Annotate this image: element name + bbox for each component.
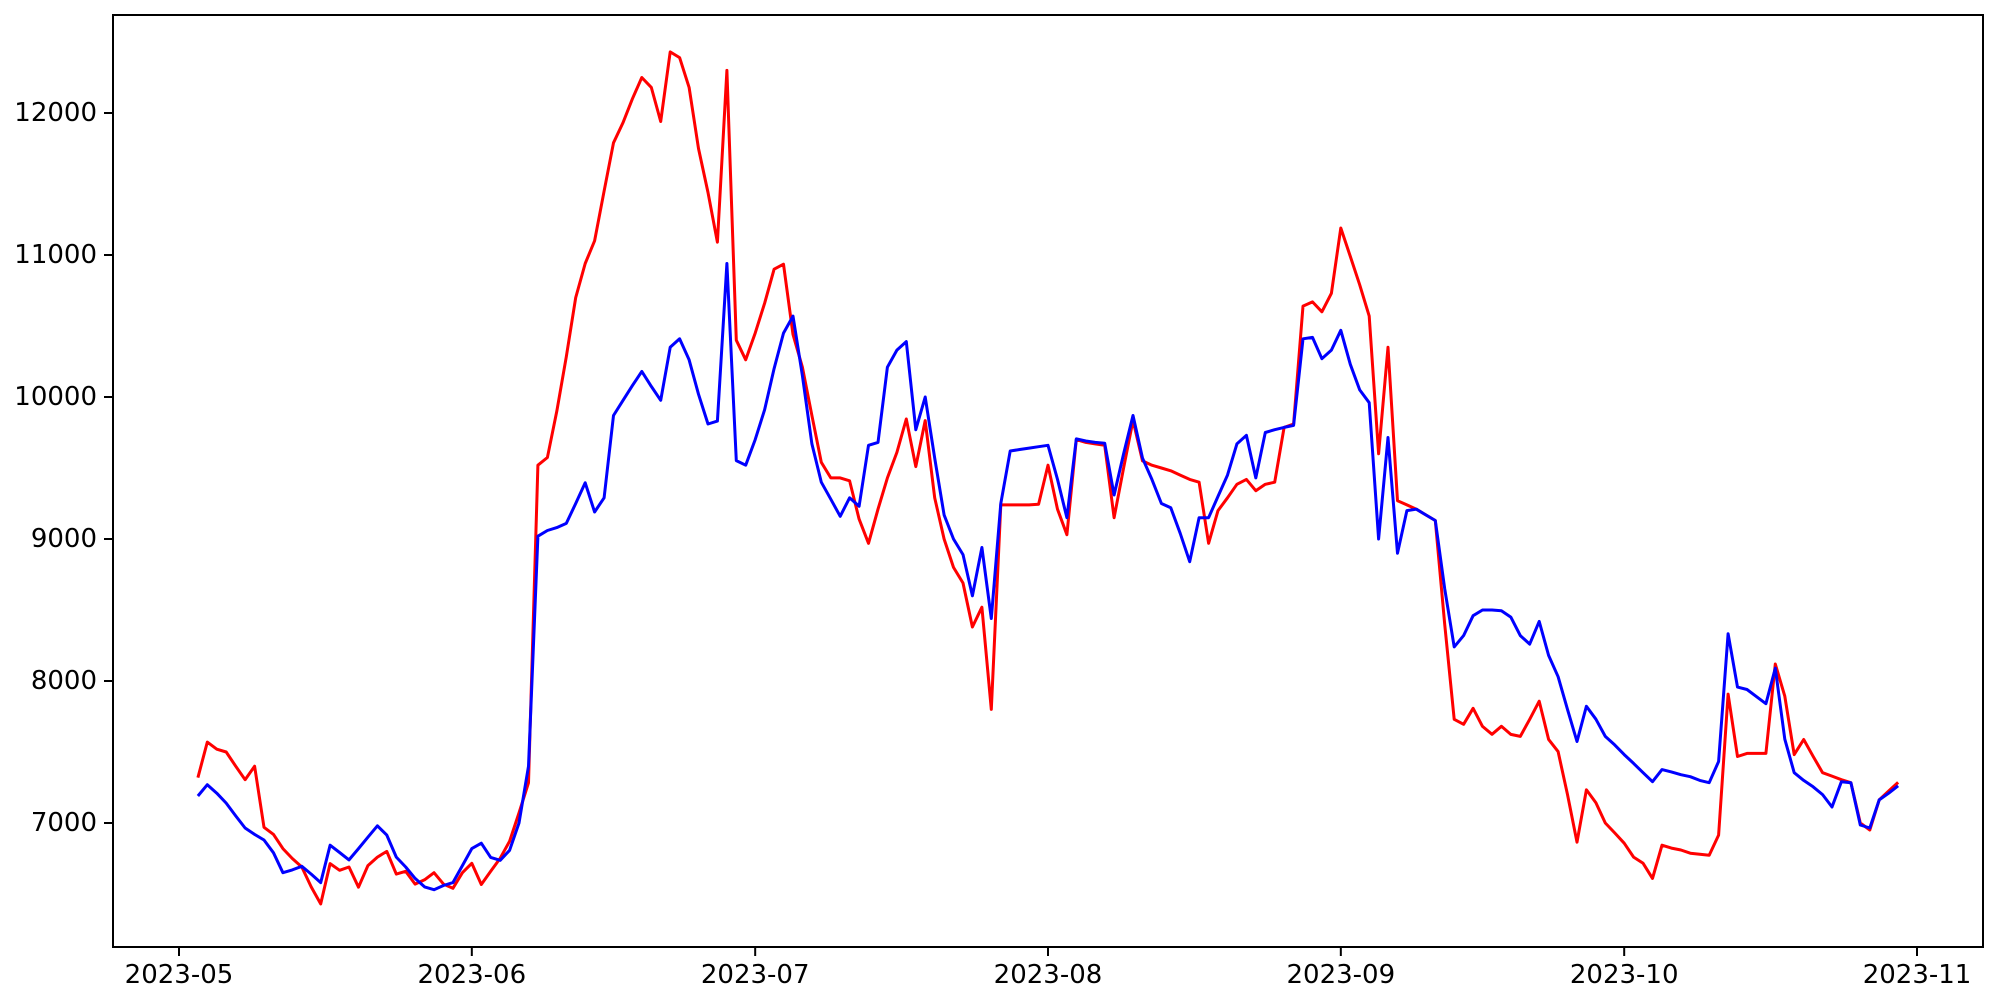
series-red-line [196,50,1900,906]
x-tick-label: 2023-06 [417,960,526,990]
y-tick-label: 8000 [31,666,97,696]
x-tick-label: 2023-05 [125,960,234,990]
y-tick-label: 12000 [14,98,97,128]
y-tick-label: 10000 [14,382,97,412]
y-tick-label: 9000 [31,524,97,554]
y-tick-label: 7000 [31,808,97,838]
y-tick-label: 11000 [14,240,97,270]
y-axis: 7000 8000 9000 10000 11000 12000 [14,98,113,838]
series-blue-line [196,262,1900,892]
plot-border [112,14,1984,948]
plot-series [196,50,1900,906]
x-tick-label: 2023-07 [701,960,810,990]
x-tick-label: 2023-11 [1863,960,1972,990]
x-tick-label: 2023-09 [1287,960,1396,990]
x-tick-label: 2023-08 [994,960,1103,990]
x-axis: 2023-05 2023-06 2023-07 2023-08 2023-09 2023-… [125,947,1972,990]
x-tick-label: 2023-10 [1570,960,1679,990]
